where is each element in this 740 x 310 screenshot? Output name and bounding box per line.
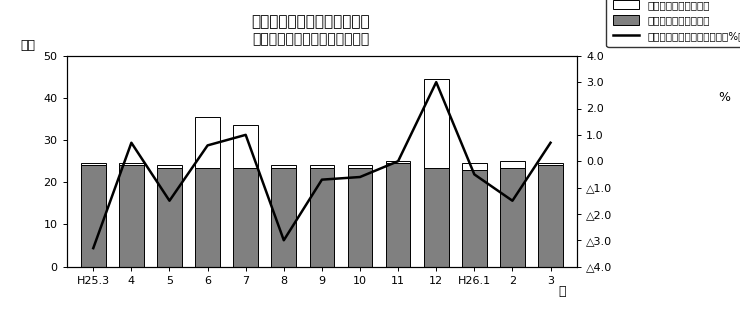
Bar [157,167,182,267]
Bar [462,170,487,267]
現金給与総額対前年同月比（%） [280,238,289,242]
Bar [195,167,220,267]
Bar [119,166,144,267]
Text: 月: 月 [559,285,566,298]
Bar [233,167,258,267]
Bar [272,167,296,267]
Bar [119,163,144,166]
Legend: 特別に支払われた給与, きまって支給する給与, 現金給与総額対前年同月比（%）: 特別に支払われた給与, きまって支給する給与, 現金給与総額対前年同月比（%） [607,0,740,47]
Bar [195,117,220,167]
現金給与総額対前年同月比（%） [431,80,440,84]
Bar [348,167,372,267]
Line: 現金給与総額対前年同月比（%）: 現金給与総額対前年同月比（%） [93,82,551,248]
Bar [386,163,411,267]
現金給与総額対前年同月比（%） [241,133,250,137]
現金給与総額対前年同月比（%） [394,159,403,163]
Text: （規模５人以上　調査産業計）: （規模５人以上 調査産業計） [252,33,369,46]
現金給与総額対前年同月比（%） [165,199,174,203]
Bar [500,161,525,167]
Bar [538,166,563,267]
現金給与総額対前年同月比（%） [508,199,517,203]
Bar [424,79,448,167]
Text: 万円: 万円 [21,38,36,51]
Bar [233,125,258,167]
Text: %: % [718,91,730,104]
現金給与総額対前年同月比（%） [355,175,364,179]
現金給与総額対前年同月比（%） [317,178,326,181]
Bar [424,167,448,267]
現金給与総額対前年同月比（%） [546,141,555,144]
現金給与総額対前年同月比（%） [470,172,479,176]
Bar [272,166,296,167]
Bar [81,166,106,267]
Text: 第１図　現金給与総額の推移: 第１図 現金給与総額の推移 [252,14,370,29]
Bar [500,167,525,267]
Bar [386,161,411,163]
Bar [309,166,334,167]
現金給与総額対前年同月比（%） [204,144,212,147]
Bar [157,166,182,167]
現金給与総額対前年同月比（%） [89,246,98,250]
Bar [81,163,106,166]
Bar [538,163,563,166]
Bar [462,163,487,170]
Bar [348,166,372,167]
現金給与総額対前年同月比（%） [127,141,136,144]
Bar [309,167,334,267]
